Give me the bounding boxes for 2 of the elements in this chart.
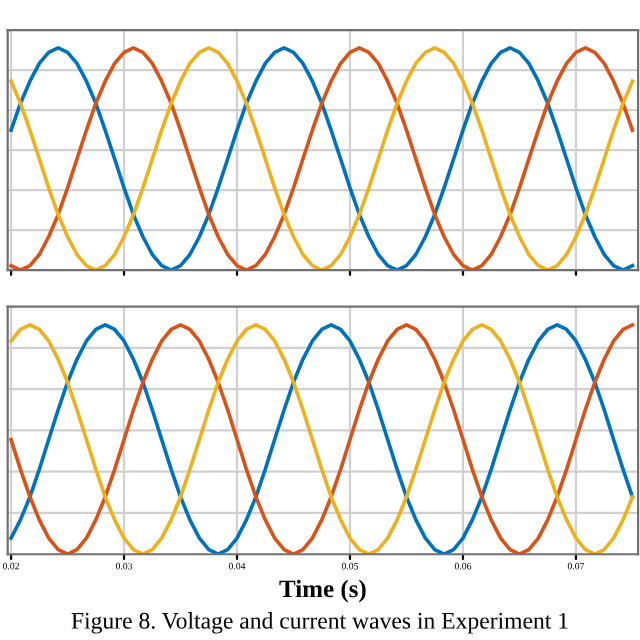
x-axis-title: Time (s) bbox=[279, 579, 366, 603]
caption: Figure 8. Voltage and current waves in Experiment 1 bbox=[71, 612, 568, 634]
